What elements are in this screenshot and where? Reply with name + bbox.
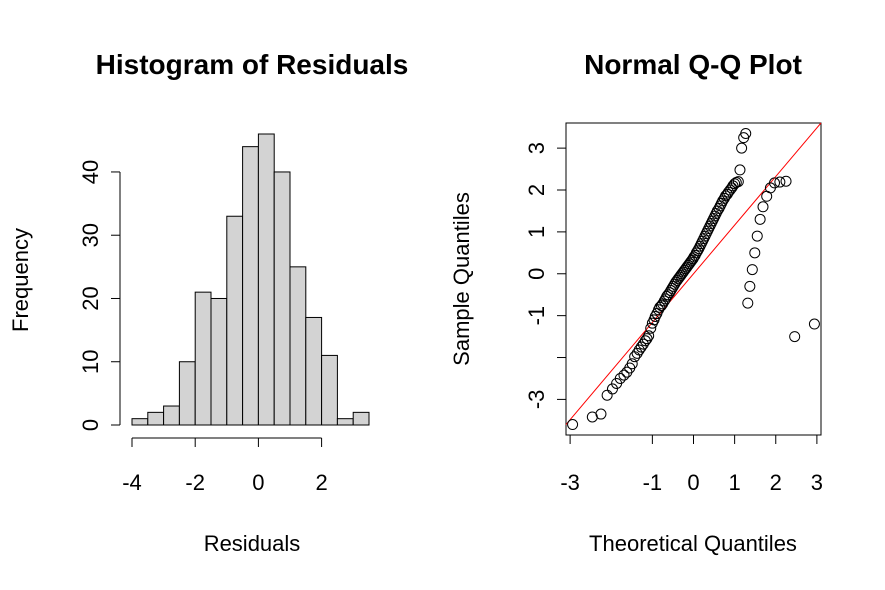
- qq-x-tick-label: -3: [560, 470, 580, 495]
- qq-point: [567, 419, 579, 431]
- histogram-bar: [242, 146, 259, 426]
- histogram-panel: Histogram of Residuals Residuals Frequen…: [8, 49, 408, 556]
- histogram-xlabel: Residuals: [204, 531, 301, 556]
- qq-point: [746, 264, 758, 276]
- qq-panel: Normal Q-Q Plot Theoretical Quantiles Sa…: [449, 49, 823, 556]
- qq-point: [789, 331, 801, 343]
- qq-point: [780, 175, 792, 187]
- histogram-y-tick-label: 40: [78, 160, 103, 184]
- qq-point: [742, 297, 754, 309]
- qq-point: [734, 164, 746, 176]
- qq-x-tick-label: 0: [687, 470, 699, 495]
- qq-point: [736, 142, 748, 154]
- histogram-bar: [305, 316, 323, 426]
- qq-point: [757, 201, 769, 213]
- qq-point: [631, 347, 643, 359]
- histogram-bar: [178, 361, 196, 426]
- qq-point: [614, 372, 626, 384]
- qq-point: [749, 247, 761, 259]
- histogram-bar: [163, 405, 180, 426]
- qq-y-tick-label: 3: [524, 142, 549, 154]
- histogram-y-tick-label: 0: [78, 419, 103, 431]
- qq-point: [626, 358, 638, 370]
- qq-point: [618, 369, 630, 381]
- qq-point: [643, 330, 655, 342]
- qq-point: [641, 333, 653, 345]
- qq-points: [567, 127, 820, 431]
- qq-x-tick-label: 2: [770, 470, 782, 495]
- histogram-ylabel: Frequency: [8, 228, 33, 332]
- histogram-x-tick-label: 0: [252, 470, 264, 495]
- histogram-bar: [336, 418, 354, 426]
- qq-y-tick-label: 0: [524, 268, 549, 280]
- qq-point: [601, 389, 613, 401]
- histogram-x-tick-label: 2: [315, 470, 327, 495]
- qq-y-tick-label: -1: [524, 306, 549, 326]
- qq-point: [633, 344, 645, 356]
- qq-point: [732, 176, 744, 188]
- qq-point: [754, 213, 766, 225]
- qq-x-axis: -3 -1 0 1 2 3: [560, 434, 823, 495]
- qq-reference-line-path: [565, 122, 822, 425]
- histogram-bar: [321, 354, 338, 426]
- qq-y-axis: -3 -1 0 1 2 3: [524, 142, 566, 409]
- histogram-y-tick-label: 30: [78, 223, 103, 247]
- qq-point: [751, 230, 763, 242]
- histogram-bar: [226, 215, 244, 426]
- histogram-bar: [131, 418, 149, 426]
- histogram-y-tick-label: 10: [78, 349, 103, 373]
- histogram-bar: [352, 411, 370, 426]
- qq-point: [769, 177, 781, 189]
- histogram-bar: [289, 266, 307, 426]
- qq-y-tick-label: 2: [524, 184, 549, 196]
- qq-point: [637, 338, 649, 350]
- histogram-bar: [273, 171, 291, 426]
- histogram-bar: [147, 411, 165, 426]
- histogram-bar: [194, 291, 212, 426]
- qq-reference-line: [565, 122, 822, 425]
- qq-point: [629, 351, 641, 363]
- histogram-x-axis: -4 -2 0 2: [122, 437, 328, 495]
- histogram-title: Histogram of Residuals: [96, 49, 409, 80]
- qq-point: [661, 290, 673, 302]
- qq-point: [740, 127, 752, 139]
- qq-title: Normal Q-Q Plot: [584, 49, 802, 80]
- qq-ylabel: Sample Quantiles: [449, 192, 474, 366]
- qq-x-tick-label: 3: [811, 470, 823, 495]
- qq-point: [635, 341, 647, 353]
- qq-point: [744, 280, 756, 292]
- histogram-bar: [210, 297, 228, 426]
- histogram-x-tick-label: -4: [122, 470, 142, 495]
- qq-y-tick-label: 1: [524, 226, 549, 238]
- qq-xlabel: Theoretical Quantiles: [589, 531, 797, 556]
- qq-x-tick-label: -1: [643, 470, 663, 495]
- qq-point: [774, 176, 786, 188]
- qq-point: [595, 408, 607, 420]
- histogram-x-tick-label: -2: [185, 470, 205, 495]
- histogram-y-axis: 0 10 20 30 40: [78, 160, 121, 431]
- qq-y-tick-label: -3: [524, 390, 549, 410]
- qq-point: [606, 383, 618, 395]
- qq-point: [808, 318, 820, 330]
- qq-x-tick-label: 1: [729, 470, 741, 495]
- histogram-bars: [131, 133, 370, 426]
- qq-point: [649, 310, 661, 322]
- qq-plot-frame: [565, 122, 822, 436]
- histogram-y-tick-label: 20: [78, 286, 103, 310]
- histogram-bar: [257, 133, 275, 426]
